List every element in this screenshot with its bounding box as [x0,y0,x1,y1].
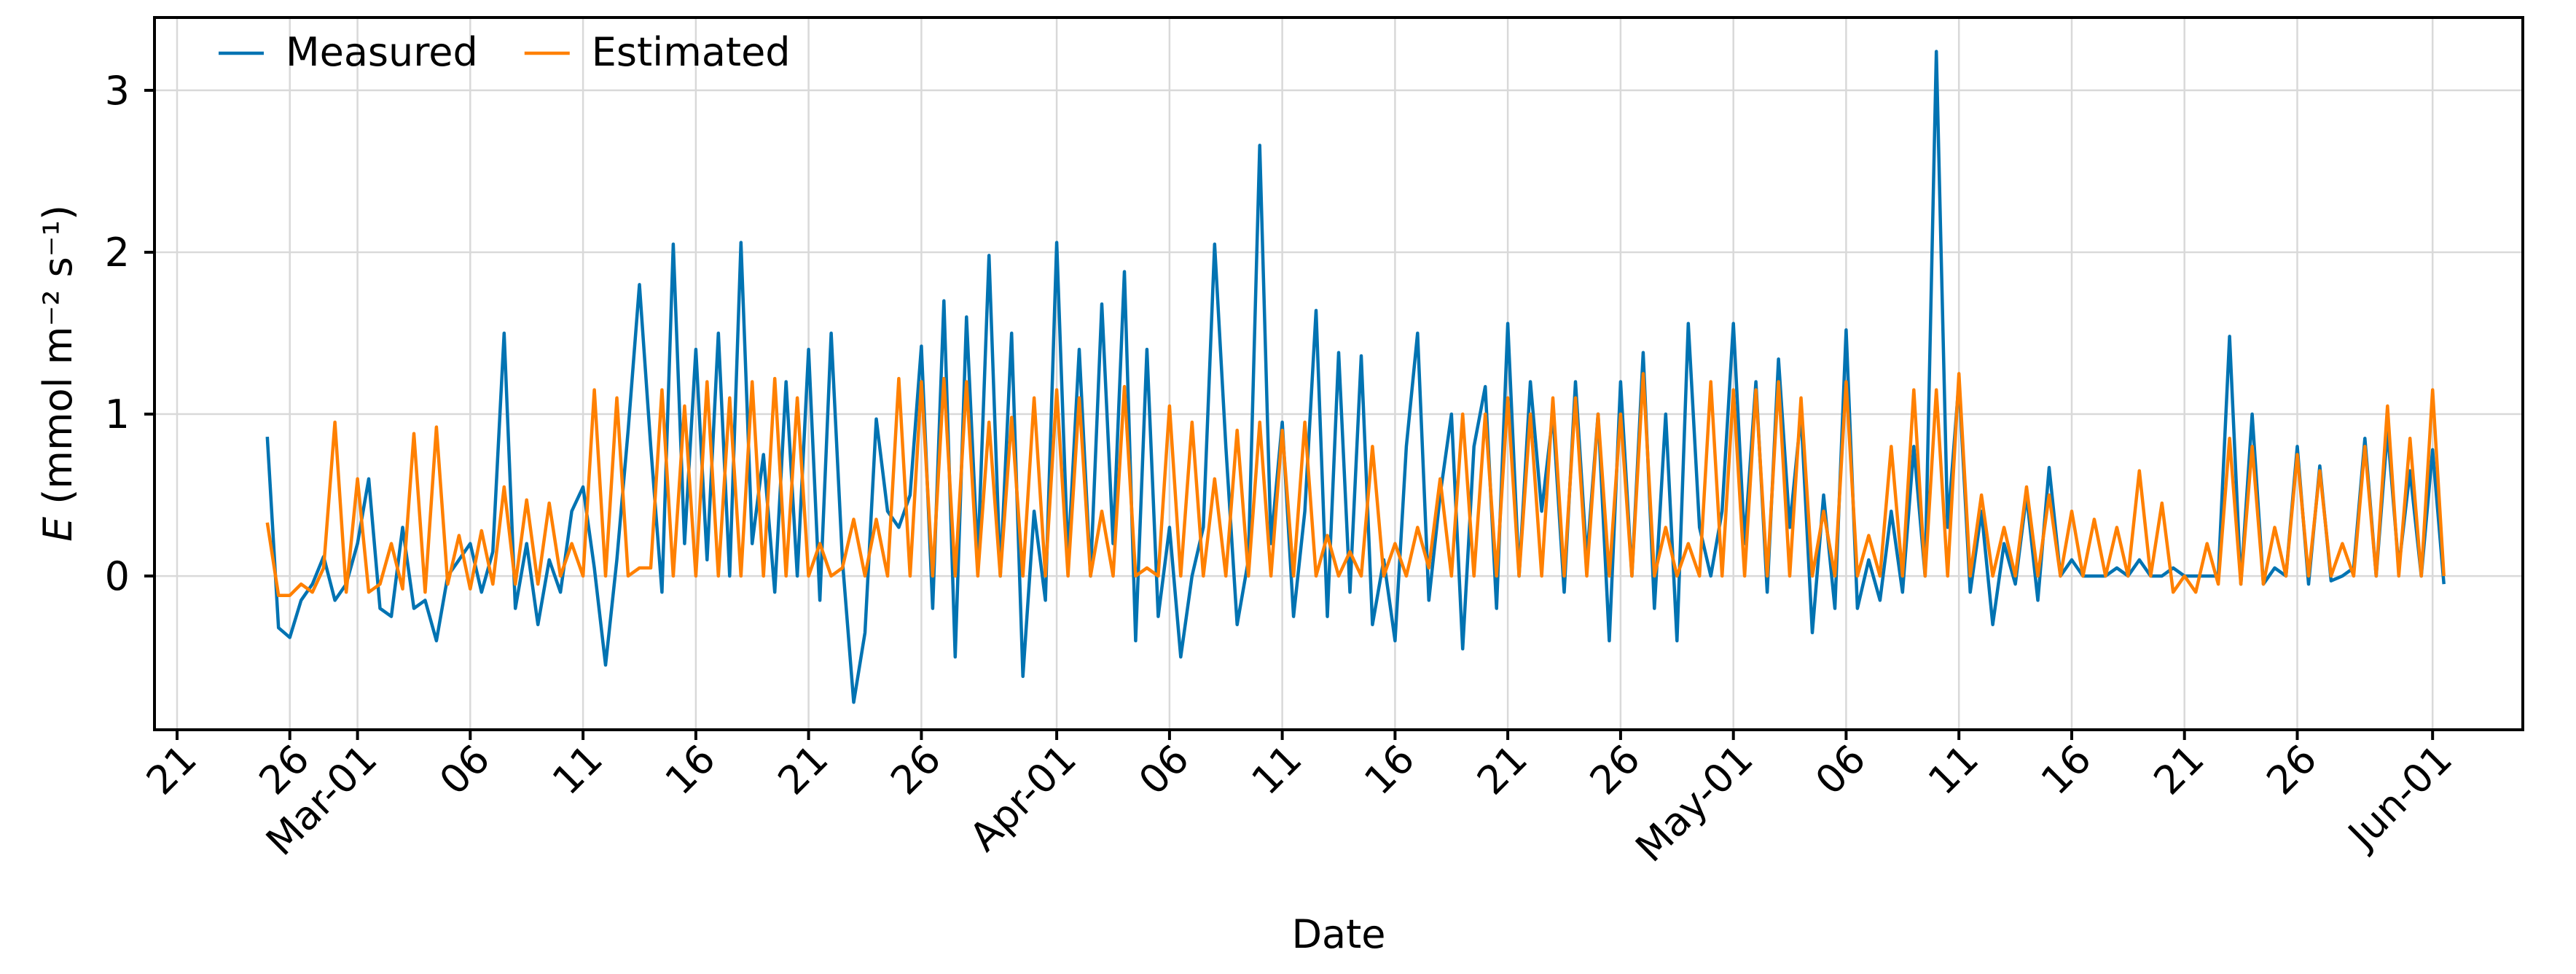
x-tick-label: May-01 [1626,736,1761,870]
x-tick-label: Apr-01 [960,736,1085,860]
legend-label-measured: Measured [286,29,478,75]
x-tick-label: 11 [544,736,611,803]
legend-label-estimated: Estimated [592,29,791,75]
y-axis: 0 1 2 3 [105,68,154,599]
y-axis-title: E (mmol m⁻² s⁻¹) [35,205,81,542]
x-tick-label: 11 [1919,736,1987,803]
x-tick-label: 21 [1468,736,1536,803]
y-axis-symbol: E [35,516,81,542]
series-line-estimated [265,372,2446,597]
x-tick-label: 26 [882,736,950,803]
series-layer [265,50,2446,704]
y-tick-label: 2 [105,230,130,276]
x-tick-label: 21 [769,736,837,803]
y-tick-label: 0 [105,553,130,599]
x-tick-label: 06 [1806,736,1874,803]
x-tick-label: 16 [657,736,724,803]
x-tick-label: 06 [1130,736,1198,803]
x-tick-label: 16 [2032,736,2100,803]
x-tick-label: Jun-01 [2338,736,2461,859]
x-tick-label: 21 [2145,736,2212,803]
plot-frame [153,16,2524,731]
legend: Measured Estimated [219,29,791,75]
x-axis-title: Date [1291,911,1385,957]
x-tick-label: 06 [431,736,498,803]
y-tick-label: 3 [105,68,130,114]
series-line-measured [265,50,2446,704]
x-tick-label: 21 [138,736,205,803]
y-tick-label: 1 [105,391,130,437]
x-tick-label: 26 [2258,736,2325,803]
x-tick-label: 26 [1581,736,1649,803]
y-axis-unit: (mmol m⁻² s⁻¹) [35,205,81,517]
x-tick-label: 16 [1355,736,1423,803]
x-tick-label: 11 [1242,736,1310,803]
